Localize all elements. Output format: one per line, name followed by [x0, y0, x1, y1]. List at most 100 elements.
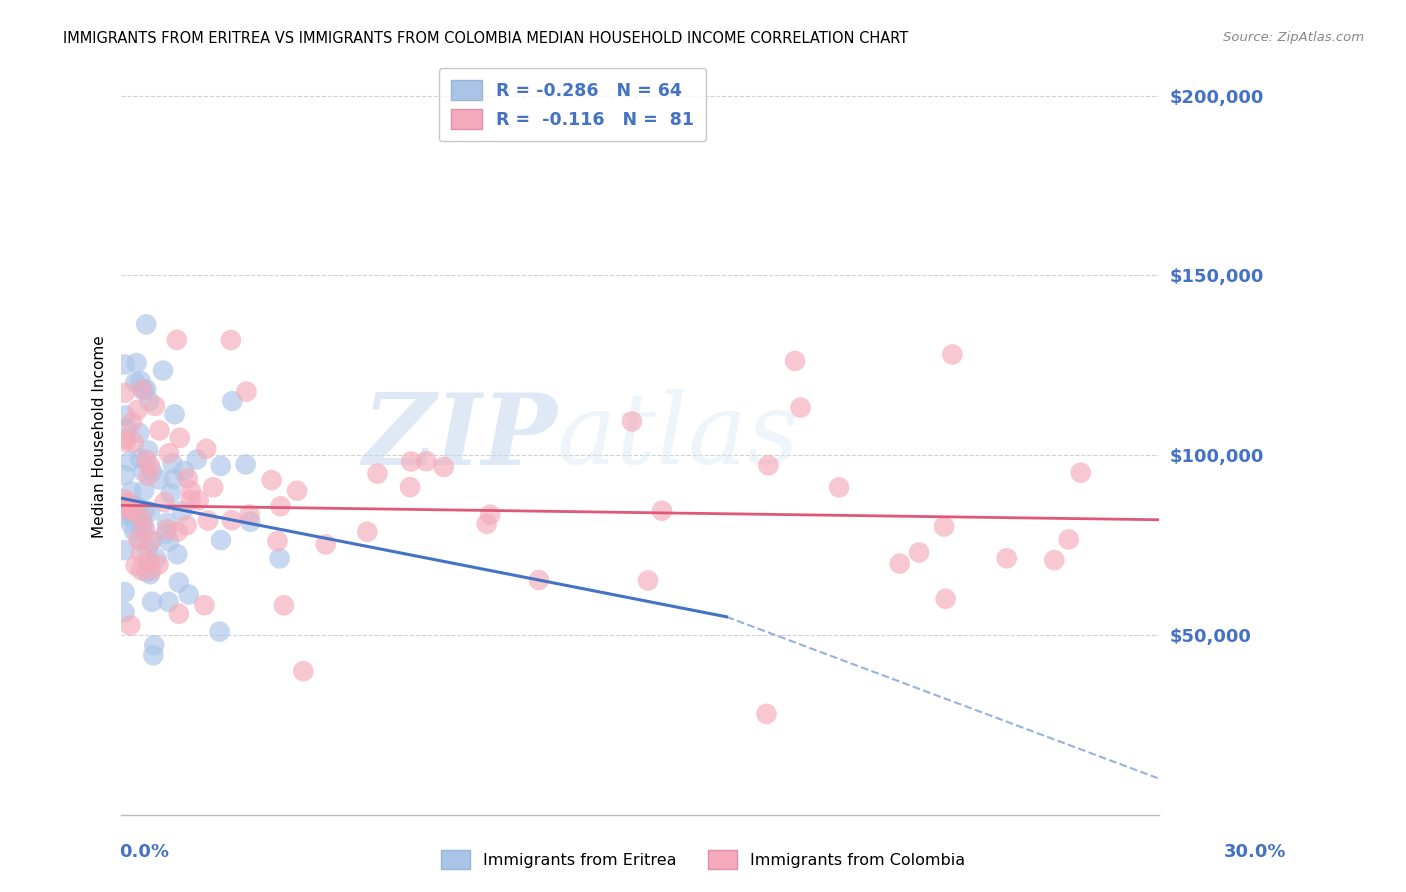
Point [399, 454, 422, 468]
Point [138, 394, 160, 409]
Point [114, 432, 136, 446]
Point [166, 333, 188, 347]
Point [141, 563, 163, 577]
Point [273, 599, 295, 613]
Point [266, 534, 288, 549]
Text: IMMIGRANTS FROM ERITREA VS IMMIGRANTS FROM COLOMBIA MEDIAN HOUSEHOLD INCOME CORR: IMMIGRANTS FROM ERITREA VS IMMIGRANTS FR… [63, 31, 908, 46]
Point [134, 503, 156, 517]
Point [128, 425, 150, 440]
Point [235, 384, 257, 399]
Point [170, 504, 193, 518]
Point [134, 522, 156, 536]
Point [135, 565, 157, 579]
Point [124, 505, 146, 519]
Point [828, 480, 851, 494]
Point [127, 533, 149, 547]
Point [139, 567, 162, 582]
Point [1043, 553, 1066, 567]
Point [637, 574, 659, 588]
Point [415, 454, 437, 468]
Point [163, 472, 186, 486]
Point [167, 575, 190, 590]
Point [145, 551, 167, 566]
Point [209, 458, 232, 473]
Point [315, 537, 337, 551]
Point [260, 473, 283, 487]
Point [120, 618, 142, 632]
Point [621, 414, 644, 428]
Point [114, 358, 136, 372]
Point [177, 471, 200, 485]
Point [292, 664, 315, 678]
Text: 30.0%: 30.0% [1225, 843, 1286, 861]
Point [157, 446, 180, 460]
Point [356, 524, 378, 539]
Point [219, 333, 242, 347]
Point [120, 516, 142, 531]
Point [139, 458, 162, 473]
Point [131, 563, 153, 577]
Point [202, 480, 225, 494]
Point [138, 554, 160, 568]
Point [114, 409, 136, 423]
Point [889, 557, 911, 571]
Point [141, 533, 163, 548]
Point [239, 515, 262, 529]
Point [783, 354, 806, 368]
Point [142, 648, 165, 663]
Point [187, 493, 209, 508]
Point [209, 533, 232, 547]
Point [166, 547, 188, 561]
Point [153, 495, 176, 509]
Point [117, 496, 139, 510]
Point [163, 407, 186, 421]
Point [136, 443, 159, 458]
Point [180, 492, 202, 507]
Point [148, 472, 170, 486]
Point [399, 480, 422, 494]
Point [132, 465, 155, 479]
Point [235, 458, 257, 472]
Point [169, 431, 191, 445]
Point [134, 483, 156, 498]
Point [114, 585, 136, 599]
Text: 0.0%: 0.0% [120, 843, 170, 861]
Point [285, 483, 308, 498]
Point [132, 518, 155, 533]
Point [166, 524, 188, 539]
Point [238, 508, 260, 522]
Text: atlas: atlas [557, 390, 800, 484]
Point [156, 516, 179, 530]
Point [121, 508, 143, 523]
Point [114, 434, 136, 449]
Point [1057, 533, 1080, 547]
Point [131, 383, 153, 397]
Point [141, 464, 163, 478]
Point [129, 547, 152, 561]
Point [141, 595, 163, 609]
Point [125, 356, 148, 370]
Point [995, 551, 1018, 566]
Point [159, 486, 181, 500]
Point [758, 458, 780, 473]
Point [135, 453, 157, 467]
Point [124, 498, 146, 512]
Point [755, 706, 778, 721]
Point [789, 401, 811, 415]
Point [479, 508, 502, 522]
Point [195, 442, 218, 456]
Point [114, 468, 136, 483]
Point [124, 376, 146, 390]
Point [136, 543, 159, 558]
Point [176, 518, 198, 533]
Point [527, 573, 550, 587]
Point [167, 607, 190, 621]
Point [148, 558, 170, 572]
Point [935, 591, 957, 606]
Point [125, 500, 148, 515]
Point [120, 484, 142, 499]
Point [129, 374, 152, 388]
Point [177, 587, 200, 601]
Point [118, 454, 141, 468]
Point [138, 468, 160, 483]
